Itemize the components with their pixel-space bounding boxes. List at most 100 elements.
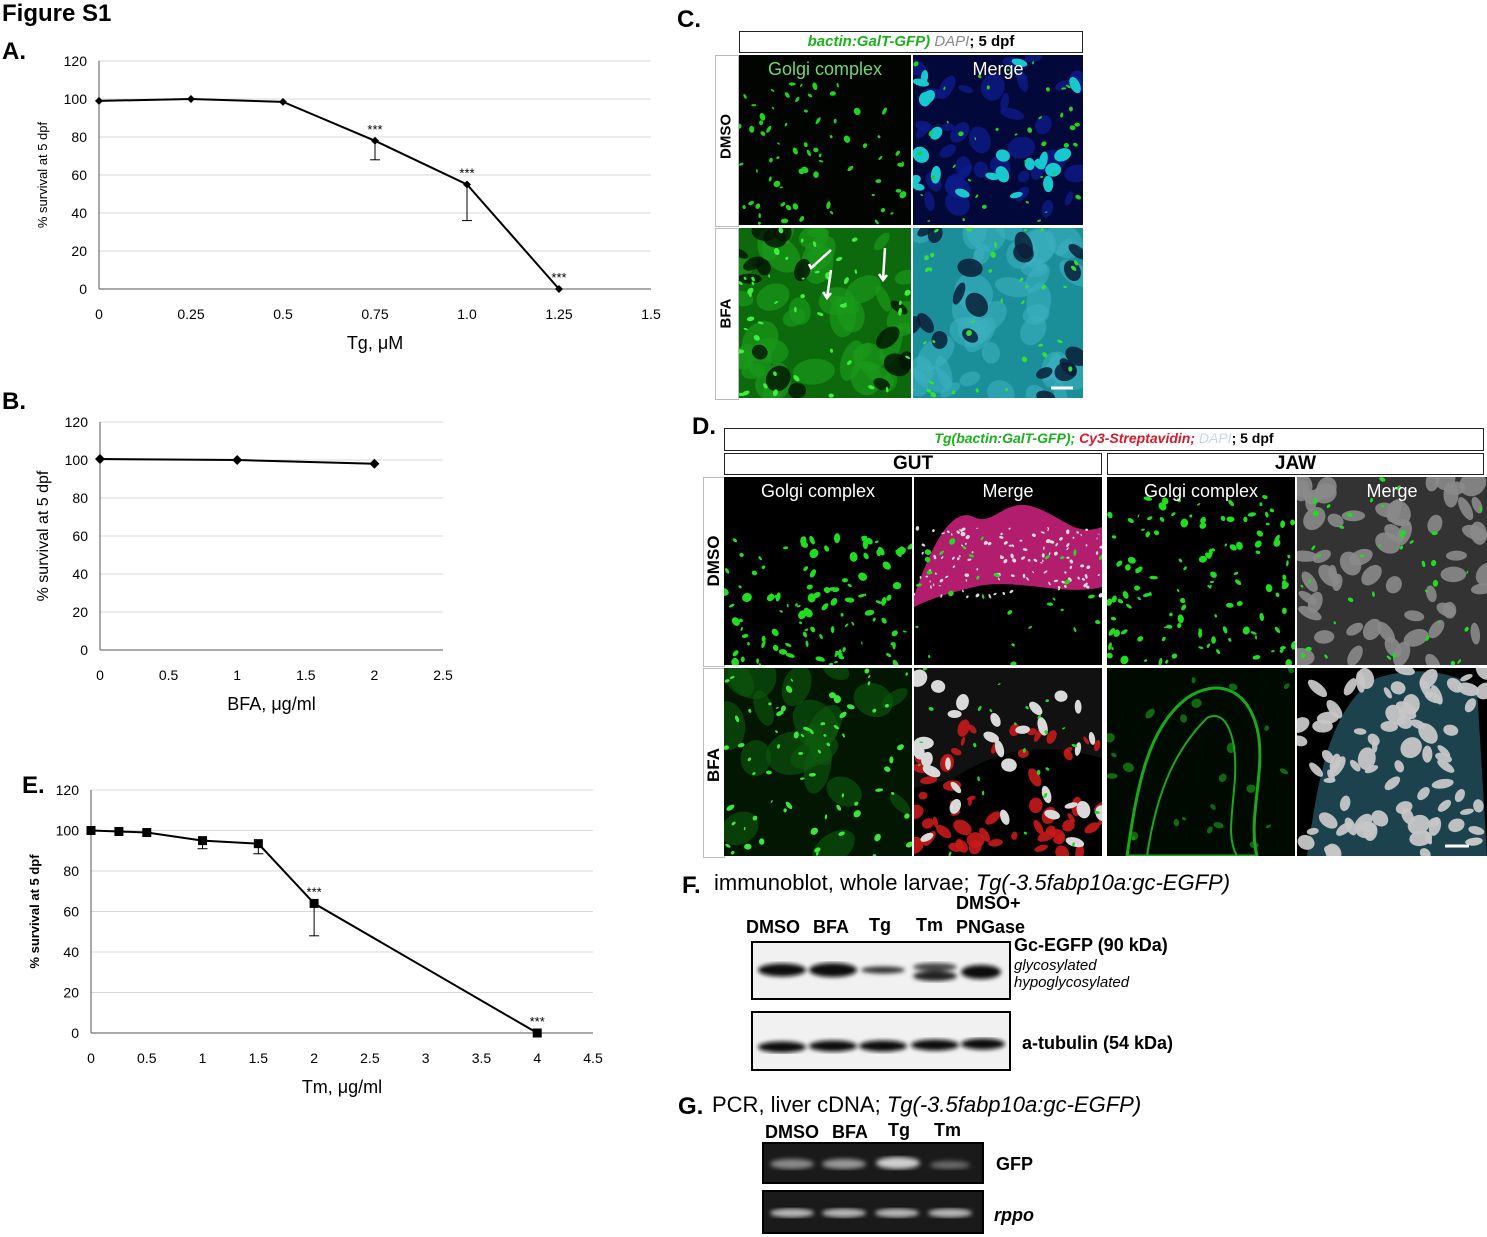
- significance-label: ***: [530, 1014, 545, 1029]
- y-tick-label: 40: [72, 566, 88, 582]
- panel-d-header: Tg(bactin:GalT-GFP); Cy3-Streptavidin; D…: [724, 428, 1484, 451]
- header-galt-gfp: bactin:GalT-GFP): [807, 33, 931, 50]
- data-point: [555, 285, 563, 293]
- chart-b: 0 20 40 60 80 100 120 0 0.5 1 1.5 2 2.5 BFA, μg/ml % s…: [35, 414, 453, 714]
- y-axis-label: % survival at 5 dpf: [35, 122, 50, 229]
- x-tick-label: 4.5: [583, 1050, 603, 1066]
- x-tick-label: 0.5: [273, 306, 293, 322]
- data-point: [95, 454, 105, 465]
- y-tick-label: 0: [80, 642, 88, 658]
- chart-e: 0 20 40 60 80 100 120 0 0.5 1 1.5 2 2.5 3 3.5 4 4.5 Tm, μ…: [27, 782, 603, 1097]
- panel-f-title-plain: immunoblot, whole larvae;: [714, 870, 970, 895]
- y-axis-label: % survival at 5 dpf: [35, 470, 52, 601]
- x-axis-label: Tg, μM: [347, 333, 403, 353]
- micrograph-c-dmso-golgi: Golgi complex: [739, 55, 911, 225]
- panel-f-title: immunoblot, whole larvae; Tg(-3.5fabp10a…: [714, 870, 1230, 896]
- data-point: [463, 180, 471, 189]
- gel-gfp-label: GFP: [996, 1154, 1034, 1174]
- row-label-box: [715, 55, 739, 227]
- x-tick-label: 4: [533, 1050, 541, 1066]
- significance-label: ***: [551, 270, 566, 285]
- western-blot-gc-egfp: [751, 941, 1011, 1000]
- data-point: [86, 826, 96, 835]
- data-point: [142, 828, 152, 838]
- panel-label-d: D.: [692, 413, 716, 440]
- y-tick-label: 120: [56, 782, 80, 798]
- data-point: [187, 95, 195, 103]
- panel-label-c: C.: [677, 6, 701, 33]
- x-tick-label: 0: [96, 667, 104, 683]
- header-tg-galt: Tg(bactin:GalT-GFP);: [934, 430, 1076, 446]
- x-tick-label: 1.25: [545, 306, 572, 322]
- col-title-d-merge-2: Merge: [1366, 481, 1418, 501]
- lane-top-dmso-plus: DMSO+: [956, 893, 1021, 913]
- row-label-bfa-d: BFA: [704, 748, 723, 782]
- g-lane-bfa: BFA: [832, 1122, 868, 1142]
- header-stage-d: ; 5 dpf: [1231, 430, 1274, 446]
- x-tick-label: 3.5: [472, 1050, 492, 1066]
- group-jaw: JAW: [1107, 453, 1484, 475]
- data-point: [532, 1028, 542, 1038]
- lane-bfa: BFA: [813, 917, 849, 937]
- data-point: [114, 827, 124, 837]
- series-line: [98, 97, 560, 290]
- x-tick-label: 1.5: [296, 667, 316, 683]
- y-tick-label: 0: [79, 281, 87, 297]
- data-point: [95, 96, 103, 105]
- y-tick-label: 60: [63, 904, 79, 920]
- y-axis-label: % survival at 5 dpf: [27, 854, 42, 969]
- panel-g-title-ital: Tg(-3.5fabp10a:gc-EGFP): [886, 1092, 1142, 1117]
- y-tick-label: 80: [71, 129, 87, 145]
- data-point: [371, 136, 379, 145]
- row-label-dmso: DMSO: [717, 114, 735, 159]
- arrow-icon: [877, 247, 888, 283]
- x-tick-label: 3: [422, 1050, 430, 1066]
- micrograph-c-bfa-golgi: [739, 228, 911, 398]
- micrograph-c-dmso-merge: Merge: [913, 55, 1083, 225]
- x-axis-label: BFA, μg/ml: [227, 694, 315, 714]
- band-hypoglycosylated: hypoglycosylated: [1014, 974, 1130, 991]
- micrograph-d-gut-bfa-merge: [914, 668, 1102, 856]
- micrograph-d-gut-dmso-merge: Merge: [914, 477, 1102, 665]
- arrow-icon: [821, 269, 833, 301]
- col-title-golgi: Golgi complex: [767, 59, 883, 79]
- micrograph-c-bfa-merge: [913, 228, 1083, 398]
- col-title-merge: Merge: [972, 59, 1024, 79]
- tissue-outline: [1146, 715, 1238, 856]
- y-tick-label: 40: [63, 944, 79, 960]
- group-gut: GUT: [724, 453, 1102, 475]
- row-label-dmso-d: DMSO: [704, 535, 723, 587]
- y-tick-label: 80: [72, 490, 88, 506]
- gel-rppo: [762, 1190, 984, 1234]
- micrograph-d-jaw-bfa-merge: [1297, 668, 1487, 856]
- panel-label-e: E.: [22, 772, 45, 799]
- panel-g-title-plain: PCR, liver cDNA;: [712, 1092, 881, 1117]
- data-point: [309, 898, 319, 908]
- y-tick-label: 0: [71, 1025, 79, 1041]
- x-tick-label: 1: [199, 1050, 207, 1066]
- header-dapi: DAPI: [934, 33, 970, 50]
- x-tick-label: 0.5: [159, 667, 179, 683]
- lane-tg: Tg: [869, 915, 891, 935]
- y-tick-label: 100: [65, 452, 89, 468]
- y-tick-label: 120: [64, 53, 88, 69]
- y-tick-label: 20: [72, 604, 88, 620]
- micrograph-d-jaw-dmso-merge: Merge: [1297, 477, 1487, 665]
- header-stage: ; 5 dpf: [969, 33, 1015, 50]
- data-point: [253, 839, 263, 849]
- x-tick-label: 2: [310, 1050, 318, 1066]
- x-tick-label: 0.25: [177, 306, 204, 322]
- data-point: [198, 836, 208, 846]
- header-cy3: Cy3-Streptavidin;: [1079, 430, 1195, 446]
- figure-title: Figure S1: [2, 0, 112, 27]
- micrograph-d-jaw-bfa-golgi: [1107, 668, 1295, 856]
- micrograph-d-gut-dmso-golgi: Golgi complex: [724, 477, 912, 665]
- y-tick-label: 80: [63, 863, 79, 879]
- col-title-d-golgi-1: Golgi complex: [760, 481, 876, 501]
- band-glycosylated: glycosylated: [1014, 957, 1097, 974]
- row-label-box: [715, 228, 739, 400]
- panel-label-g: G.: [678, 1093, 704, 1120]
- x-tick-label: 1: [233, 667, 241, 683]
- g-lane-tm: Tm: [934, 1120, 961, 1140]
- header-dapi-d: DAPI: [1198, 430, 1232, 446]
